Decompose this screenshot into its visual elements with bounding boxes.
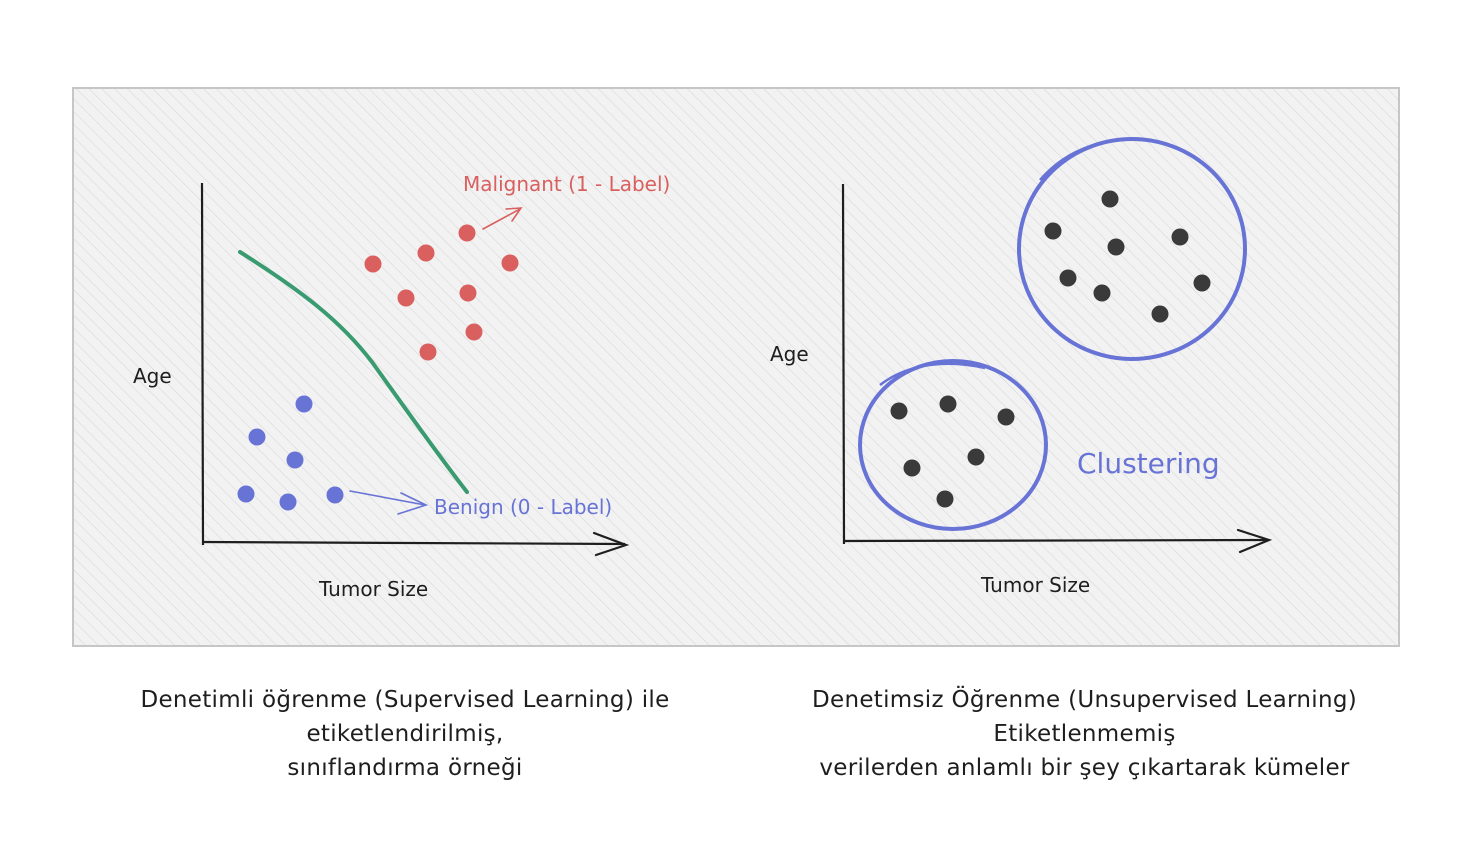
benign-point-2 [248, 428, 266, 446]
cluster-a-point-4 [1171, 228, 1189, 246]
supervised-caption-line-1: Denetimli öğrenme (Supervised Learning) … [140, 687, 670, 713]
unsupervised-y-axis [841, 183, 846, 545]
cluster-a-point-8 [1151, 305, 1169, 323]
malignant-point-7 [465, 323, 483, 341]
cluster-b-point-5 [903, 459, 921, 477]
cluster-b-overstroke [879, 362, 986, 386]
unsupervised-chart: Clustering Age Tumor Size [770, 137, 1273, 597]
malignant-point-8 [419, 343, 437, 361]
malignant-point-1 [364, 255, 382, 273]
malignant-point-2 [417, 244, 435, 262]
malignant-point-5 [397, 289, 415, 307]
benign-point-6 [326, 486, 344, 504]
unsupervised-caption-line-3: verilerden anlamlı bir şey çıkartarak kü… [819, 755, 1350, 781]
cluster-b-circle [858, 359, 1048, 531]
benign-point-4 [237, 485, 255, 503]
cluster-a-point-6 [1093, 284, 1111, 302]
unsupervised-caption-line-1: Denetimsiz Öğrenme (Unsupervised Learnin… [811, 687, 1358, 713]
supervised-caption: Denetimli öğrenme (Supervised Learning) … [100, 683, 710, 785]
unsupervised-x-arrowhead [1236, 528, 1273, 554]
supervised-x-arrowhead [592, 531, 630, 557]
cluster-b-point-1 [890, 402, 908, 420]
malignant-arrow [482, 207, 523, 230]
unsupervised-x-axis [843, 538, 1269, 543]
supervised-y-axis [200, 182, 205, 546]
malignant-point-3 [458, 224, 476, 242]
malignant-point-6 [459, 284, 477, 302]
cluster-a-point-7 [1193, 274, 1211, 292]
supervised-caption-line-2: etiketlendirilmiş, [306, 721, 504, 747]
cluster-a-point-3 [1107, 238, 1125, 256]
cluster-b-point-6 [936, 490, 954, 508]
supervised-y-label: Age [133, 364, 172, 388]
cluster-a-point-2 [1044, 222, 1062, 240]
clustering-label: Clustering [1077, 447, 1220, 480]
benign-points [237, 395, 344, 511]
cluster-a-points [1044, 190, 1211, 323]
benign-point-3 [286, 451, 304, 469]
supervised-x-label: Tumor Size [318, 577, 428, 601]
supervised-caption-line-3: sınıflandırma örneği [287, 755, 523, 781]
supervised-chart: Malignant (1 - Label) Benign (0 - Label)… [133, 172, 670, 601]
malignant-point-4 [501, 254, 519, 272]
benign-point-1 [295, 395, 313, 413]
supervised-x-axis [202, 540, 626, 546]
unsupervised-caption: Denetimsiz Öğrenme (Unsupervised Learnin… [762, 683, 1407, 785]
benign-point-5 [279, 493, 297, 511]
cluster-a-overstroke [1039, 138, 1141, 181]
unsupervised-y-label: Age [770, 342, 809, 366]
cluster-b-point-4 [967, 448, 985, 466]
malignant-label: Malignant (1 - Label) [463, 172, 670, 196]
benign-arrow [349, 490, 429, 515]
malignant-points [364, 224, 519, 361]
cluster-b-point-2 [939, 395, 957, 413]
cluster-b-points [890, 395, 1015, 508]
cluster-a-point-5 [1059, 269, 1077, 287]
decision-boundary [238, 250, 469, 494]
cluster-b-point-3 [997, 408, 1015, 426]
unsupervised-caption-line-2: Etiketlenmemiş [993, 721, 1176, 747]
cluster-a-point-1 [1101, 190, 1119, 208]
hatched-panel [72, 87, 1400, 647]
unsupervised-x-label: Tumor Size [980, 573, 1090, 597]
benign-label: Benign (0 - Label) [434, 495, 612, 519]
